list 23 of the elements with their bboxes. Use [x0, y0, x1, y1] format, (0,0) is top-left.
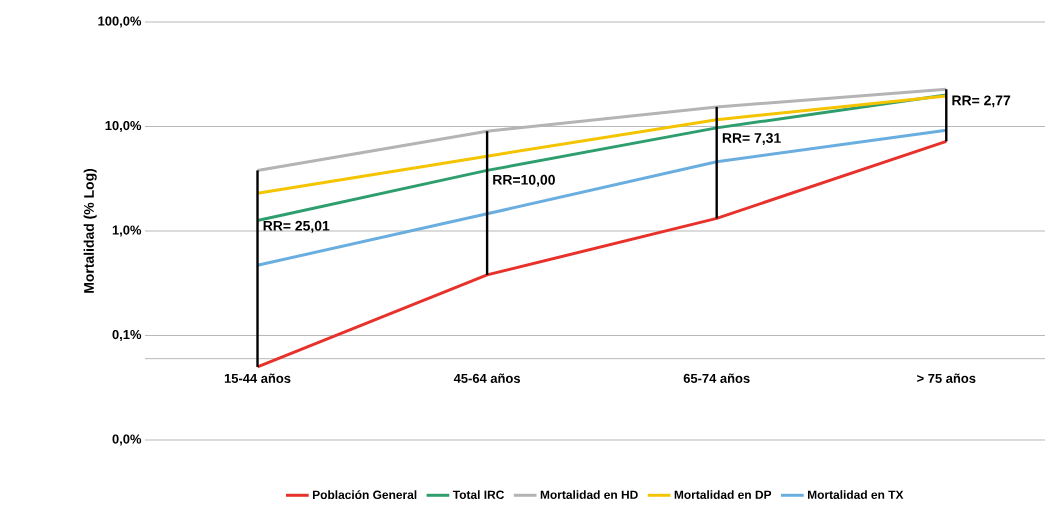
legend-label: Total IRC — [452, 490, 505, 499]
y-tick-label: 100,0% — [98, 16, 142, 28]
y-tick-label: 0,0% — [112, 434, 142, 446]
line-series — [256, 94, 948, 195]
line-series — [256, 128, 948, 267]
y-tick-label: 0,1% — [112, 329, 142, 342]
y-tick-label: 10,0% — [105, 120, 142, 133]
line-series — [256, 87, 948, 172]
annotation: RR=10,00 — [493, 174, 555, 187]
line-series — [256, 93, 948, 222]
annotation: RR= 25,01 — [263, 220, 330, 233]
legend-label: Mortalidad en TX — [807, 490, 904, 499]
x-tick-label: 15-44 años — [224, 373, 291, 383]
x-tick-label: 65-74 años — [683, 373, 750, 383]
legend-label: Mortalidad en DP — [674, 490, 772, 499]
x-tick-label: 45-64 años — [453, 373, 521, 383]
annotation: RR= 7,31 — [722, 133, 781, 145]
y-tick-label: 1,0% — [112, 225, 142, 237]
x-tick-label: > 75 años — [917, 373, 976, 383]
legend-label: Mortalidad en HD — [540, 490, 638, 499]
y-axis-title: Mortalidad (% Log) — [83, 168, 97, 293]
legend-label: Población General — [312, 490, 417, 500]
annotation: RR= 2,77 — [952, 95, 1011, 108]
